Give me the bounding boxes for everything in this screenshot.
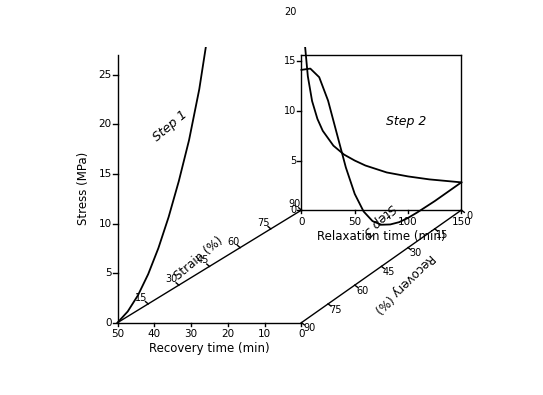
Text: 60: 60 [227, 237, 239, 246]
Text: 30: 30 [409, 248, 422, 258]
Text: 0: 0 [291, 205, 296, 215]
Text: 0: 0 [298, 217, 305, 227]
Text: Step 1: Step 1 [151, 108, 190, 144]
Text: 20: 20 [98, 119, 112, 130]
Text: 10: 10 [258, 329, 271, 339]
Text: Stress (MPa): Stress (MPa) [77, 152, 90, 226]
Text: 100: 100 [398, 217, 418, 227]
Text: Recovery (%): Recovery (%) [372, 251, 437, 315]
Text: 30: 30 [166, 274, 178, 284]
Text: 75: 75 [330, 305, 342, 314]
Text: Strain (%): Strain (%) [172, 235, 226, 283]
Text: 60: 60 [356, 286, 369, 296]
Text: 15: 15 [135, 293, 147, 303]
Text: Recovery time (min): Recovery time (min) [149, 342, 270, 356]
Text: Step 3: Step 3 [361, 201, 398, 239]
Text: 15: 15 [436, 229, 449, 239]
Text: Step 2: Step 2 [386, 115, 426, 128]
Text: 0: 0 [298, 329, 305, 339]
Text: 30: 30 [185, 329, 198, 339]
Text: 5: 5 [290, 156, 296, 166]
Text: 75: 75 [257, 218, 270, 228]
Text: 90: 90 [288, 199, 300, 209]
Text: 0: 0 [105, 318, 112, 328]
Text: 15: 15 [284, 56, 296, 66]
Text: 15: 15 [98, 169, 112, 179]
Text: 10: 10 [284, 106, 296, 116]
Text: 10: 10 [98, 218, 112, 229]
Text: 20: 20 [222, 329, 235, 339]
Text: Relaxation time (min): Relaxation time (min) [317, 230, 446, 243]
Text: 0: 0 [466, 211, 472, 221]
Text: 50: 50 [348, 217, 361, 227]
Text: 45: 45 [196, 255, 209, 265]
Text: 40: 40 [148, 329, 161, 339]
Text: 5: 5 [105, 268, 112, 278]
Text: 45: 45 [383, 267, 395, 277]
Text: 90: 90 [303, 324, 315, 333]
Text: 150: 150 [451, 217, 471, 227]
Text: 20: 20 [284, 7, 296, 17]
Text: 50: 50 [111, 329, 124, 339]
Text: 25: 25 [98, 70, 112, 80]
